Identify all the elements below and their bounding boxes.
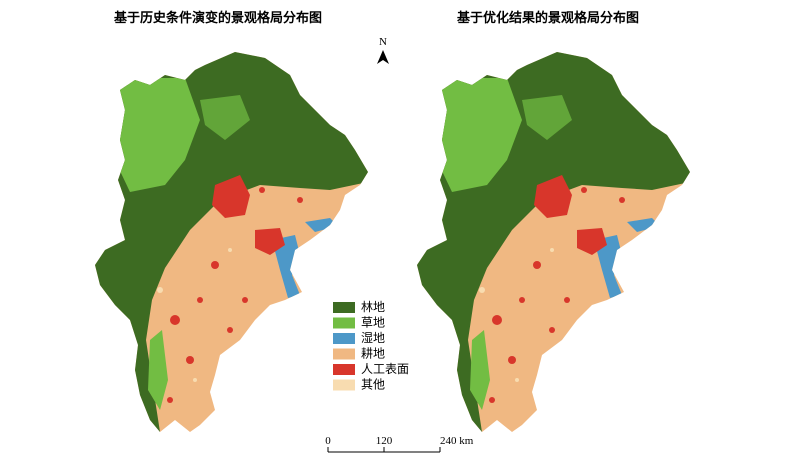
- scale-bar: 0 120 240 km: [325, 435, 474, 453]
- legend-swatch: [333, 333, 355, 344]
- legend-label: 湿地: [361, 330, 385, 345]
- scale-label: 240 km: [440, 435, 474, 447]
- right-map: [402, 40, 702, 450]
- north-label: N: [379, 36, 387, 48]
- scale-label: 120: [376, 435, 393, 447]
- legend-swatch: [333, 364, 355, 375]
- north-arrow-shape: [377, 50, 389, 64]
- legend-label: 草地: [361, 315, 385, 329]
- scale-label: 0: [325, 435, 331, 447]
- right-map-title: 基于优化结果的景观格局分布图: [456, 10, 639, 25]
- legend-label: 耕地: [361, 345, 385, 360]
- legend-swatch: [333, 317, 355, 329]
- legend-swatch: [333, 379, 355, 391]
- legend-label: 人工表面: [361, 362, 409, 376]
- north-arrow: N: [377, 36, 389, 64]
- legend-swatch: [333, 348, 355, 360]
- left-map-title: 基于历史条件演变的景观格局分布图: [113, 10, 322, 25]
- legend-label: 林地: [361, 300, 385, 314]
- legend-swatch: [333, 302, 355, 313]
- legend-label: 其他: [361, 377, 385, 391]
